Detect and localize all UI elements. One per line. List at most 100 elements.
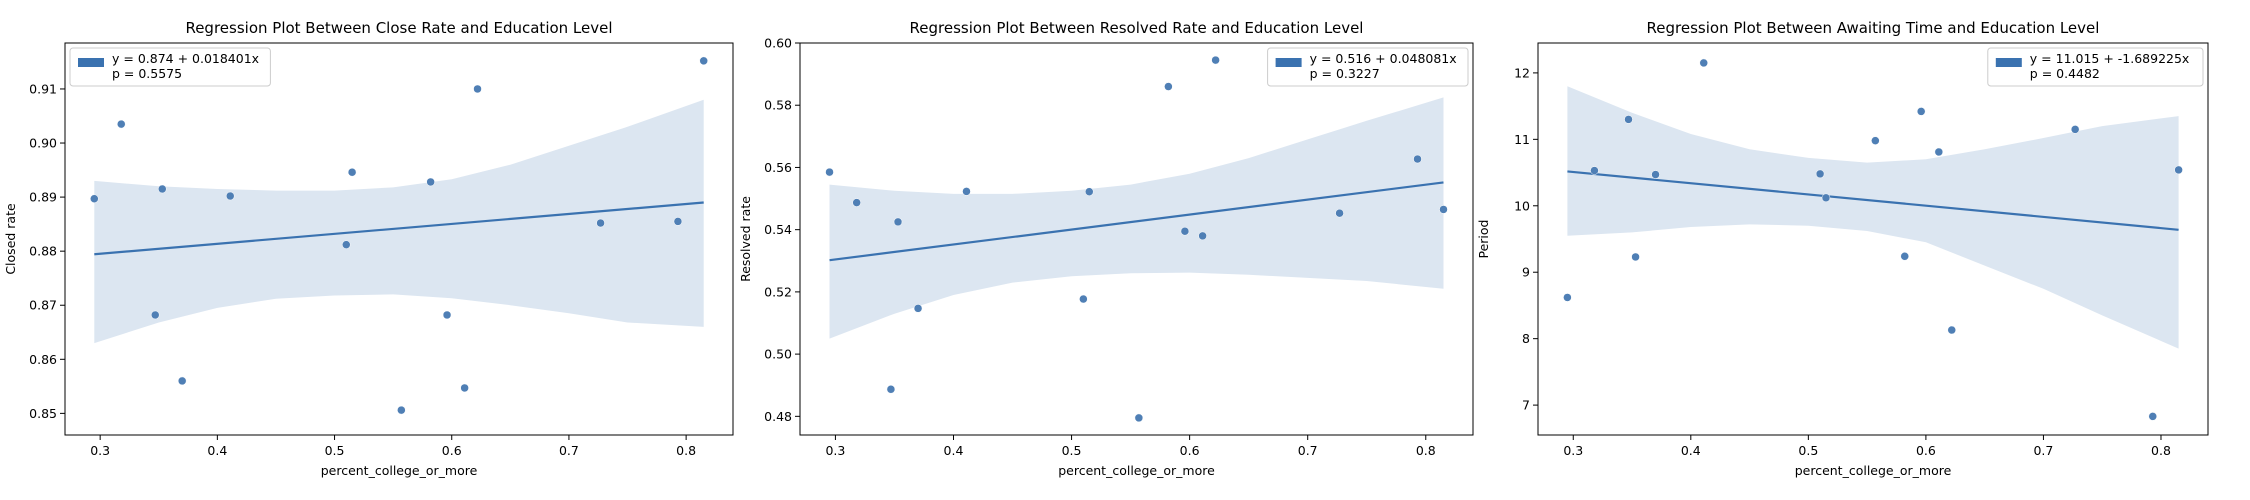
y-tick-label: 0.86 xyxy=(29,352,57,367)
x-tick-label: 0.4 xyxy=(944,443,964,458)
data-point xyxy=(596,218,605,228)
data-point xyxy=(1916,107,1926,116)
data-point xyxy=(473,84,482,94)
y-tick-label: 0.88 xyxy=(29,244,57,259)
data-point xyxy=(825,167,834,177)
data-point xyxy=(1934,147,1944,157)
x-tick-label: 0.8 xyxy=(1416,443,1436,458)
plot-area xyxy=(1563,58,2183,421)
regression-line xyxy=(829,181,1444,262)
data-point xyxy=(347,167,357,177)
y-tick-label: 0.48 xyxy=(764,409,792,424)
data-point xyxy=(893,217,903,227)
data-point xyxy=(426,177,435,187)
legend-box xyxy=(69,47,271,87)
data-point xyxy=(150,310,160,320)
chart-3: Regression Plot Between Awaiting Time an… xyxy=(1476,19,2209,478)
legend-patch xyxy=(1995,58,2022,67)
y-tick-label: 8 xyxy=(1522,331,1530,346)
data-point xyxy=(1947,325,1957,335)
legend-text: p = 0.4482 xyxy=(2030,66,2100,81)
y-tick-label: 10 xyxy=(1514,198,1530,213)
data-point xyxy=(1335,208,1344,218)
data-point xyxy=(158,184,167,194)
data-point xyxy=(1590,166,1599,175)
data-point xyxy=(886,385,896,394)
data-point xyxy=(177,376,187,386)
x-tick-label: 0.5 xyxy=(325,443,345,458)
data-point xyxy=(1164,82,1173,91)
chart-title: Regression Plot Between Awaiting Time an… xyxy=(1647,19,2100,37)
data-point xyxy=(2070,125,2080,134)
data-point xyxy=(1815,169,1825,179)
data-point xyxy=(699,56,708,66)
data-point xyxy=(1871,136,1880,145)
y-tick-label: 0.54 xyxy=(764,222,792,237)
y-tick-label: 12 xyxy=(1514,65,1530,80)
plot-area xyxy=(825,55,1448,423)
data-point xyxy=(962,187,971,196)
x-tick-label: 0.7 xyxy=(1298,443,1318,458)
data-point xyxy=(1439,205,1448,214)
legend-text: y = 0.874 + 0.018401x xyxy=(112,51,259,66)
data-point xyxy=(2174,165,2183,175)
data-point xyxy=(1198,231,1207,241)
chart-title: Regression Plot Between Resolved Rate an… xyxy=(910,19,1364,37)
x-tick-label: 0.8 xyxy=(2151,443,2171,458)
y-tick-label: 0.89 xyxy=(29,190,57,205)
confidence-band xyxy=(1567,86,2179,349)
y-axis-label: Period xyxy=(1476,220,1491,259)
legend-text: p = 0.3227 xyxy=(1310,66,1380,81)
legend-box xyxy=(1987,47,2204,87)
data-point xyxy=(1134,413,1144,423)
y-tick-label: 0.52 xyxy=(764,284,792,299)
x-axis-label: percent_college_or_more xyxy=(1795,463,1952,478)
data-point xyxy=(90,194,99,203)
y-tick-label: 7 xyxy=(1522,398,1530,413)
data-point xyxy=(225,191,235,201)
x-tick-label: 0.7 xyxy=(559,443,579,458)
data-point xyxy=(673,217,683,226)
regression-line xyxy=(1567,170,2179,231)
x-axis-label: percent_college_or_more xyxy=(1058,463,1215,478)
regression-line xyxy=(94,201,704,256)
x-axis-label: percent_college_or_more xyxy=(321,463,478,478)
x-tick-label: 0.6 xyxy=(1916,443,1936,458)
data-point xyxy=(1211,55,1220,65)
y-axis-label: Closed rate xyxy=(3,203,18,275)
y-tick-label: 9 xyxy=(1522,265,1530,280)
legend-box xyxy=(1267,47,1469,87)
chart-2: Regression Plot Between Resolved Rate an… xyxy=(738,19,1474,478)
y-tick-label: 0.90 xyxy=(29,136,57,151)
y-axis-label: Resolved rate xyxy=(738,196,753,282)
data-point xyxy=(1563,293,1572,302)
legend-patch xyxy=(78,58,104,67)
y-tick-label: 0.60 xyxy=(764,36,792,51)
data-point xyxy=(1413,154,1422,164)
legend-text: p = 0.5575 xyxy=(112,66,182,81)
legend-text: y = 0.516 + 0.048081x xyxy=(1310,51,1457,66)
x-tick-label: 0.3 xyxy=(90,443,110,458)
axes-frame xyxy=(799,42,1474,436)
data-point xyxy=(1699,58,1708,68)
x-tick-label: 0.3 xyxy=(1563,443,1583,458)
x-tick-label: 0.5 xyxy=(1798,443,1818,458)
data-point xyxy=(852,198,861,207)
x-tick-label: 0.6 xyxy=(1180,443,1200,458)
legend-patch xyxy=(1275,58,1302,67)
data-point xyxy=(460,383,469,393)
data-point xyxy=(117,119,126,129)
axes-frame xyxy=(1537,42,2209,436)
confidence-band xyxy=(829,97,1444,339)
legend-text: y = 11.015 + -1.689225x xyxy=(2030,51,2190,66)
data-point xyxy=(1079,294,1088,304)
data-point xyxy=(1651,170,1660,179)
data-point xyxy=(1085,187,1094,196)
data-point xyxy=(1180,226,1190,236)
data-point xyxy=(342,240,351,249)
y-tick-label: 0.50 xyxy=(764,347,792,362)
x-tick-label: 0.7 xyxy=(2033,443,2053,458)
data-point xyxy=(913,304,923,313)
